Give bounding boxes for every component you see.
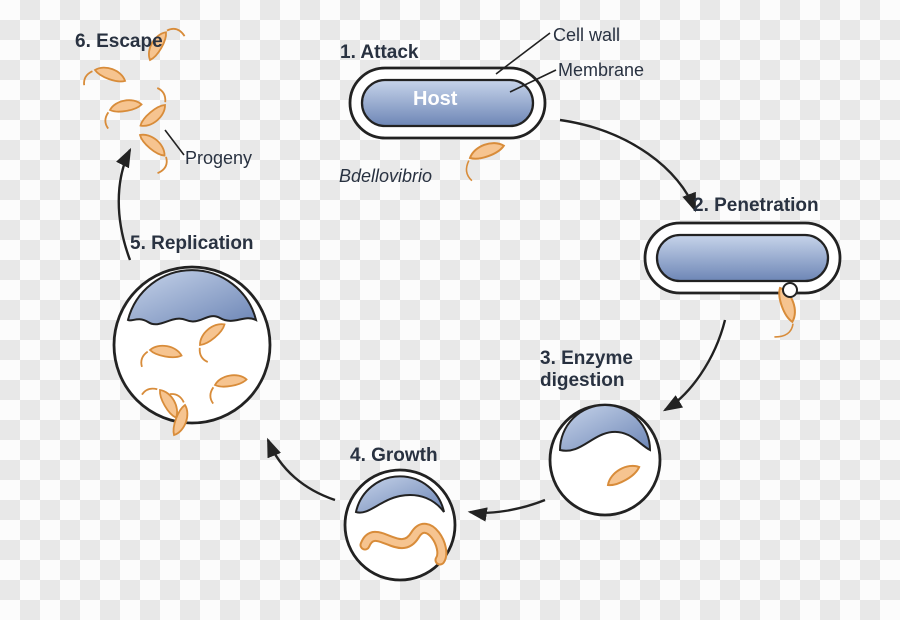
host-label: Host xyxy=(413,88,457,111)
step-6-label: 6. Escape xyxy=(75,31,163,53)
bdellovibrio-label: Bdellovibrio xyxy=(339,166,432,187)
step-5-label: 5. Replication xyxy=(130,233,254,255)
membrane-label: Membrane xyxy=(558,60,644,81)
stage-4-growth xyxy=(345,470,455,580)
step-1-label: 1. Attack xyxy=(340,42,419,64)
stage-3-digestion xyxy=(550,405,660,515)
cell-wall-label: Cell wall xyxy=(553,25,620,46)
step-4-label: 4. Growth xyxy=(350,445,438,467)
bdellovibrio-icon xyxy=(460,139,512,182)
stage-5-replication xyxy=(114,267,270,437)
stage-1-attack xyxy=(350,68,545,181)
step-3-label: 3. Enzyme digestion xyxy=(540,348,633,392)
progeny-label: Progeny xyxy=(185,148,252,169)
step-2-label: 2. Penetration xyxy=(693,195,819,217)
stage-2-penetration xyxy=(645,223,840,339)
